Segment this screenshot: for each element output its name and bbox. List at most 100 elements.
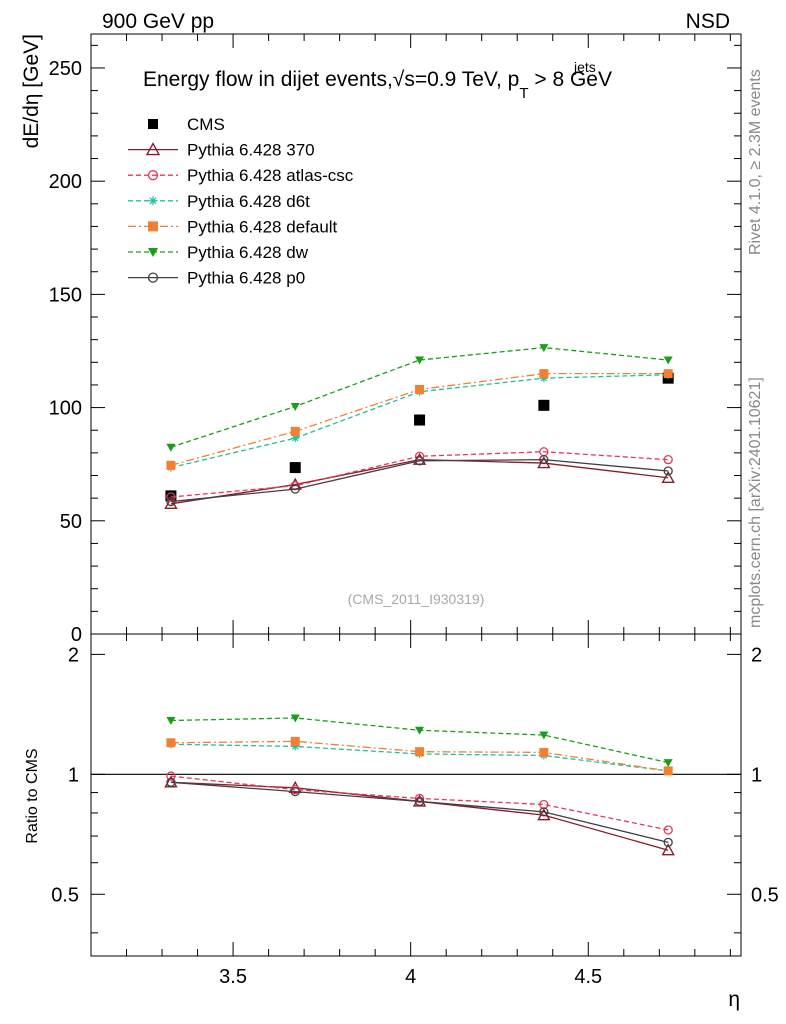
header-right: NSD [686,10,730,33]
chart-title: Energy flow in dijet events,√s=0.9 TeV, … [143,68,612,102]
ratio-data-point [291,742,300,751]
series-pythia-6-428-dw [166,344,673,452]
legend-marker [147,272,159,283]
main-y-tick-label: 150 [49,284,82,306]
data-point [166,496,176,507]
ratio-data-point [663,759,673,768]
data-point [166,460,176,470]
legend-marker [148,248,158,257]
data-point [539,344,549,353]
data-point [415,384,425,394]
ratio-data-point [663,766,673,776]
legend-label: Pythia 6.428 370 [187,141,315,160]
ratio-data-point [539,747,549,757]
x-axis-label: η [728,988,740,1011]
ratio-y-tick-label: 2 [68,644,79,666]
legend-marker [147,170,159,181]
data-point [663,356,673,365]
data-point [663,369,673,379]
data-point [290,426,300,436]
ratio-data-point [414,796,425,807]
data-point [290,402,300,411]
data-point [291,434,300,443]
ratio-data-point [539,807,549,817]
ratio-series-line [170,781,669,851]
ratio-series-line [170,775,669,831]
chart-title-main: Energy flow in dijet events,√s=0.9 TeV, … [143,68,519,91]
ratio-series-pythia-6-428-atlas-csc [166,771,673,835]
legend-marker [145,142,161,156]
ratio-data-point [166,738,176,748]
ratio-series-pythia-6-428-d6t [166,740,673,775]
data-point [661,470,675,483]
ratio-data-point [663,837,673,847]
ratio-data-point [415,747,425,757]
series-pythia-6-428-370 [164,452,675,510]
ratio-data-point [166,716,176,725]
ratio-ylabel: Ratio to CMS [24,748,41,843]
main-y-tick-label: 50 [60,511,82,533]
data-point [164,496,178,510]
ratio-data-point [290,714,300,723]
ratio-data-point [539,731,549,740]
data-point [166,443,176,452]
data-point [539,374,548,383]
ratio-series-pythia-6-428-default [166,736,673,776]
main-y-tick-label: 0 [71,624,82,646]
data-point [539,369,549,379]
legend-item: Pythia 6.428 p0 [128,269,305,288]
data-point [289,462,301,474]
data-point [539,455,549,465]
legend-label: CMS [187,115,225,134]
ratio-data-point [166,777,176,787]
ratio-axes: 0.5 0.5 1 1 2 2 3.5 4 4.5 [51,633,779,988]
x-tick-label: 3.5 [219,966,247,988]
data-point [663,455,673,465]
series-pythia-6-428-p0 [166,455,673,507]
legend-item: Pythia 6.428 default [128,217,338,236]
analysis-watermark: (CMS_2011_I930319) [348,591,485,607]
ratio-data-point [415,726,425,735]
ratio-y-tick-label-right: 1 [751,764,762,786]
legend-item: Pythia 6.428 d6t [128,192,310,211]
main-series [164,344,675,510]
ratio-y-tick-label-right: 2 [751,644,762,666]
legend: CMS Pythia 6.428 370 Pythia 6.428 atlas-cs… [128,115,354,288]
rivet-label: Rivet 4.1.0, ≥ 2.3M events [747,69,764,255]
chart-title-tail: > 8 GeV [529,68,612,91]
legend-marker [148,221,158,232]
ratio-data-point [290,786,300,797]
ratio-data-point [661,843,675,856]
ratio-y-tick-label-right: 0.5 [751,884,779,906]
ratio-series-pythia-6-428-p0 [166,777,673,847]
ratio-series-line [170,740,669,772]
ratio-series-pythia-6-428-dw [166,714,673,768]
legend-item: Pythia 6.428 370 [128,141,315,160]
legend-label: Pythia 6.428 d6t [187,192,310,211]
legend-label: Pythia 6.428 p0 [187,269,305,288]
chart-title-sub: T [519,85,528,102]
ratio-data-point [166,771,176,781]
legend-label: Pythia 6.428 dw [187,243,309,262]
header-left: 900 GeV pp [102,10,214,33]
legend-marker [148,119,158,129]
x-tick-label: 4.5 [574,966,602,988]
legend-label: Pythia 6.428 atlas-csc [187,166,354,185]
main-y-tick-label: 100 [49,398,82,420]
data-point [414,414,426,426]
legend-item: CMS [148,115,225,134]
data-point [414,456,425,466]
ratio-series-line [170,781,669,843]
main-y-tick-label: 250 [49,58,82,80]
series-pythia-6-428-default [166,369,673,470]
series-line [170,459,669,503]
mcplots-label: mcplots.cern.ch [arXiv:2401.10621] [747,377,764,628]
ratio-frame [90,633,742,957]
data-point [290,484,300,494]
chart-title-sup: jets [573,59,596,75]
ratio-data-point [290,736,300,746]
legend-label: Pythia 6.428 default [187,217,338,236]
main-y-tick-label: 200 [49,171,82,193]
data-point [663,466,673,476]
